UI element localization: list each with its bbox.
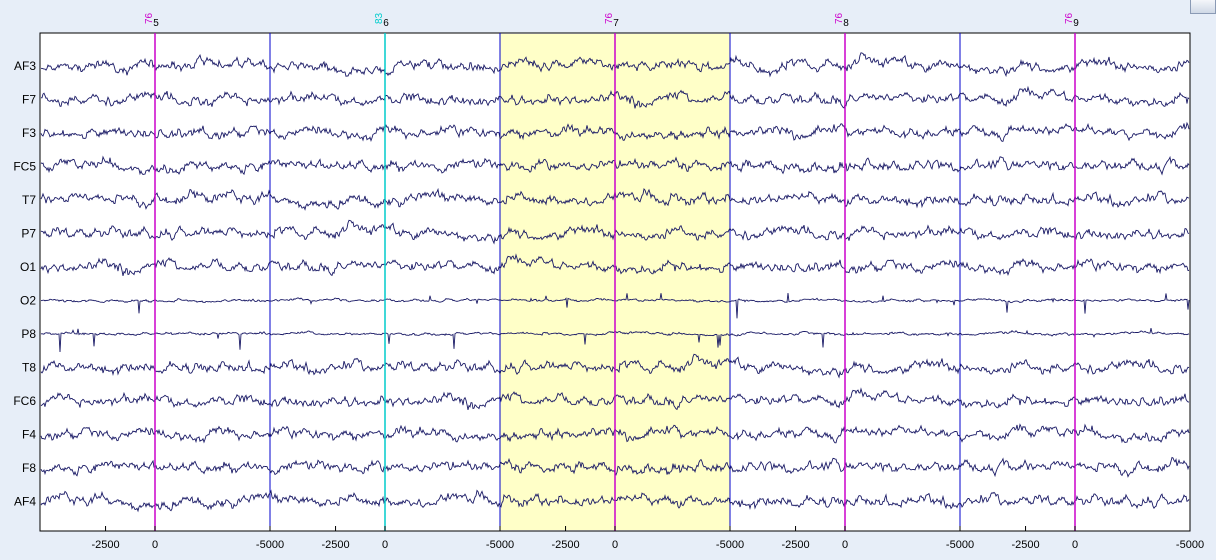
- event-code: 83: [374, 12, 385, 24]
- event-code: 76: [144, 12, 155, 24]
- channel-label-o1: O1: [20, 260, 36, 274]
- x-tick-label: 0: [842, 539, 848, 551]
- channel-label-f8: F8: [22, 461, 36, 475]
- channel-label-p8: P8: [21, 327, 36, 341]
- x-tick-label: 0: [152, 539, 158, 551]
- epoch-number: 7: [613, 18, 619, 29]
- x-tick-label: -5000: [256, 539, 284, 551]
- event-code: 76: [604, 12, 615, 24]
- x-tick-label: -5000: [946, 539, 974, 551]
- channel-label-af4: AF4: [14, 495, 36, 509]
- x-tick-label: -2500: [321, 539, 349, 551]
- channel-label-t7: T7: [22, 193, 36, 207]
- x-tick-label: -2500: [91, 539, 119, 551]
- x-tick-label: -2500: [1011, 539, 1039, 551]
- event-code: 76: [1064, 12, 1075, 24]
- epoch-number: 5: [153, 18, 159, 29]
- scrollbar-button[interactable]: [1190, 0, 1216, 14]
- x-tick-label: -5000: [1176, 539, 1204, 551]
- channel-label-o2: O2: [20, 294, 36, 308]
- event-code: 76: [834, 12, 845, 24]
- channel-label-fc6: FC6: [13, 394, 36, 408]
- x-tick-label: -2500: [551, 539, 579, 551]
- x-tick-label: -2500: [781, 539, 809, 551]
- channel-label-af3: AF3: [14, 59, 36, 73]
- x-tick-label: 0: [612, 539, 618, 551]
- x-tick-label: 0: [382, 539, 388, 551]
- channel-label-fc5: FC5: [13, 160, 36, 174]
- x-tick-label: 0: [1072, 539, 1078, 551]
- epoch-number: 8: [843, 18, 849, 29]
- channel-label-t8: T8: [22, 361, 36, 375]
- channel-label-f3: F3: [22, 126, 36, 140]
- epoch-number: 9: [1073, 18, 1079, 29]
- channel-label-p7: P7: [21, 227, 36, 241]
- channel-label-f7: F7: [22, 93, 36, 107]
- channel-label-f4: F4: [22, 428, 36, 442]
- epoch-number: 6: [383, 18, 389, 29]
- x-tick-label: -5000: [486, 539, 514, 551]
- x-tick-label: -5000: [716, 539, 744, 551]
